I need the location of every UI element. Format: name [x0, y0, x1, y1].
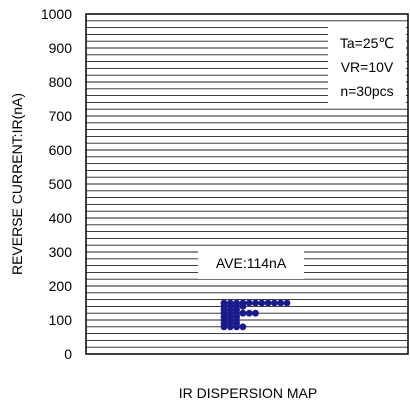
y-tick-label: 200	[49, 278, 73, 294]
data-point	[239, 303, 247, 310]
y-tick-label: 300	[49, 244, 73, 260]
conditions-box: Ta=25℃ VR=10V n=30pcs	[328, 25, 406, 105]
y-axis-title: REVERSE CURRENT:IR(nA)	[9, 93, 25, 275]
y-tick-label: 0	[64, 346, 72, 362]
data-point	[220, 323, 228, 331]
data-points	[220, 299, 291, 331]
data-point	[283, 299, 291, 307]
plot-frame	[85, 13, 409, 355]
average-label: AVE:114nA	[216, 255, 287, 271]
y-tick-label: 400	[49, 210, 73, 226]
y-tick-label: 1000	[41, 6, 72, 22]
data-point	[245, 309, 253, 317]
y-tick-label: 600	[49, 142, 73, 158]
data-point	[252, 299, 259, 307]
data-point	[245, 299, 253, 307]
y-tick-label: 500	[49, 176, 73, 192]
average-label-box: AVE:114nA	[198, 247, 304, 279]
data-point	[271, 299, 278, 307]
condition-voltage: VR=10V	[341, 59, 394, 75]
x-axis-title: IR DISPERSION MAP	[179, 385, 317, 401]
data-point	[226, 323, 234, 331]
data-point	[239, 323, 247, 331]
data-point	[252, 309, 259, 317]
y-tick-label: 700	[49, 108, 73, 124]
data-point	[277, 299, 285, 307]
y-tick-labels: 0 100 200 300 400 500 600 700 800 900 1000	[41, 6, 72, 362]
data-point	[239, 309, 247, 317]
y-tick-label: 800	[49, 74, 73, 90]
y-tick-label: 100	[49, 312, 73, 328]
condition-temperature: Ta=25℃	[340, 35, 394, 51]
data-point	[233, 323, 241, 331]
data-point	[264, 299, 272, 307]
data-point	[258, 299, 266, 307]
condition-count: n=30pcs	[340, 83, 393, 99]
y-tick-label: 900	[49, 40, 73, 56]
